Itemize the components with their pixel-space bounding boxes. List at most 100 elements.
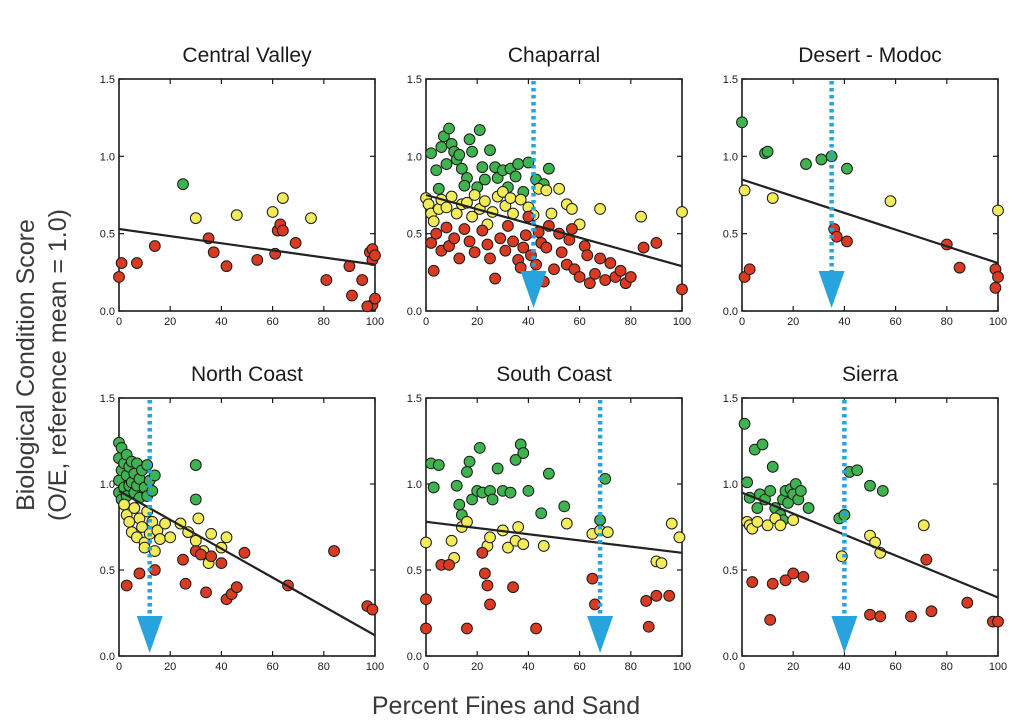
x-tick-label: 80 bbox=[625, 316, 637, 328]
data-point-green bbox=[478, 173, 491, 186]
data-point-red bbox=[440, 221, 453, 234]
data-point-red bbox=[586, 572, 599, 585]
data-point-green bbox=[851, 464, 864, 477]
data-point-yellow bbox=[992, 204, 1004, 217]
threshold-arrow-head bbox=[136, 616, 163, 653]
data-point-red bbox=[238, 546, 251, 559]
data-point-green bbox=[761, 145, 774, 158]
x-tick-label: 20 bbox=[471, 661, 483, 673]
x-tick-label: 80 bbox=[318, 661, 330, 673]
data-point-green bbox=[504, 486, 517, 499]
data-point-red bbox=[589, 267, 601, 280]
data-point-red bbox=[779, 574, 792, 587]
data-point-yellow bbox=[148, 545, 161, 557]
x-tick-label: 20 bbox=[787, 316, 799, 328]
y-tick-label: 0.0 bbox=[100, 306, 115, 318]
data-point-green bbox=[841, 162, 853, 175]
x-tick-label: 40 bbox=[522, 316, 534, 328]
data-point-green bbox=[815, 153, 828, 166]
data-point-red bbox=[514, 261, 527, 274]
data-point-yellow bbox=[673, 531, 686, 544]
data-point-red bbox=[663, 589, 676, 602]
data-point-green bbox=[189, 459, 202, 471]
data-point-red bbox=[841, 235, 853, 248]
data-point-green bbox=[432, 182, 445, 195]
panel-title: North Coast bbox=[191, 363, 303, 386]
data-point-yellow bbox=[220, 531, 233, 544]
data-point-yellow bbox=[502, 541, 514, 554]
x-tick-label: 80 bbox=[625, 661, 637, 673]
x-tick-label: 40 bbox=[215, 316, 227, 328]
data-point-red bbox=[920, 553, 933, 566]
data-point-red bbox=[494, 232, 507, 245]
data-point-yellow bbox=[159, 517, 171, 530]
data-point-red bbox=[583, 277, 596, 290]
data-point-red bbox=[115, 257, 128, 269]
data-point-red bbox=[215, 557, 228, 570]
data-point-yellow bbox=[420, 536, 432, 549]
data-point-yellow bbox=[560, 517, 573, 530]
data-point-red bbox=[573, 271, 586, 283]
data-point-yellow bbox=[450, 207, 463, 220]
data-point-yellow bbox=[305, 212, 317, 225]
data-point-yellow bbox=[665, 517, 678, 530]
x-tick-label: 100 bbox=[989, 316, 1007, 328]
data-point-green bbox=[802, 502, 815, 514]
y-tick-label: 1.0 bbox=[723, 479, 738, 491]
data-point-red bbox=[230, 581, 243, 594]
data-point-red bbox=[642, 620, 655, 633]
data-point-yellow bbox=[751, 515, 764, 528]
data-point-yellow bbox=[164, 531, 177, 544]
data-point-yellow bbox=[136, 521, 148, 533]
plot-frame bbox=[741, 78, 999, 312]
data-point-red bbox=[366, 603, 379, 616]
data-point-red bbox=[484, 252, 496, 265]
data-point-yellow bbox=[512, 521, 525, 533]
data-point-green bbox=[542, 162, 555, 175]
data-point-yellow bbox=[504, 192, 517, 204]
y-tick-label: 0.5 bbox=[407, 565, 422, 577]
chart-panel: North Coast 0 20 40 60 80 100 0.0 0.5 1.0 1.5 bbox=[100, 363, 384, 673]
data-point-yellow bbox=[738, 184, 751, 197]
data-point-red bbox=[420, 622, 432, 635]
data-point-green bbox=[491, 462, 504, 475]
data-point-red bbox=[458, 223, 471, 235]
plot-frame bbox=[425, 397, 683, 657]
data-point-red bbox=[507, 235, 519, 248]
data-point-yellow bbox=[123, 515, 136, 528]
data-point-red bbox=[476, 224, 489, 237]
threshold-arrow-head bbox=[587, 616, 614, 653]
data-point-yellow bbox=[118, 498, 131, 511]
data-point-green bbox=[794, 484, 807, 497]
x-tick-label: 40 bbox=[838, 661, 850, 673]
y-tick-label: 0.0 bbox=[723, 306, 738, 318]
chart-panel: Desert - Modoc 0 20 40 60 80 100 0.0 0.5 1.0 1.5 bbox=[723, 44, 1007, 328]
data-point-yellow bbox=[635, 210, 647, 223]
data-point-red bbox=[448, 232, 461, 245]
data-point-red bbox=[953, 261, 966, 274]
data-point-red bbox=[361, 300, 374, 313]
data-point-green bbox=[509, 170, 522, 183]
data-point-green bbox=[764, 484, 777, 497]
y-axis-subtitle: (O/E, reference mean = 1.0) bbox=[44, 209, 72, 521]
data-point-yellow bbox=[655, 557, 668, 570]
threshold-arrow-head bbox=[520, 271, 547, 308]
data-point-red bbox=[425, 237, 438, 249]
data-point-red bbox=[468, 246, 481, 259]
data-point-yellow bbox=[276, 192, 289, 204]
data-point-green bbox=[435, 141, 448, 153]
panel-title: South Coast bbox=[496, 363, 612, 386]
data-point-yellow bbox=[189, 212, 202, 225]
chart-panel: Central Valley 0 20 40 60 80 100 0.0 0.5 1.0 1.5 bbox=[100, 44, 384, 328]
data-point-green bbox=[458, 179, 471, 192]
data-point-red bbox=[905, 610, 917, 623]
data-point-red bbox=[594, 252, 606, 265]
panel-title: Central Valley bbox=[182, 44, 312, 67]
data-point-red bbox=[614, 264, 627, 277]
chart-panel: Chaparral 0 20 40 60 80 100 0.0 0.5 1.0 1.5 bbox=[407, 44, 691, 328]
data-point-red bbox=[220, 260, 233, 273]
data-point-red bbox=[519, 229, 532, 242]
data-point-yellow bbox=[540, 184, 553, 197]
data-point-red bbox=[484, 598, 496, 611]
data-point-red bbox=[925, 605, 938, 618]
